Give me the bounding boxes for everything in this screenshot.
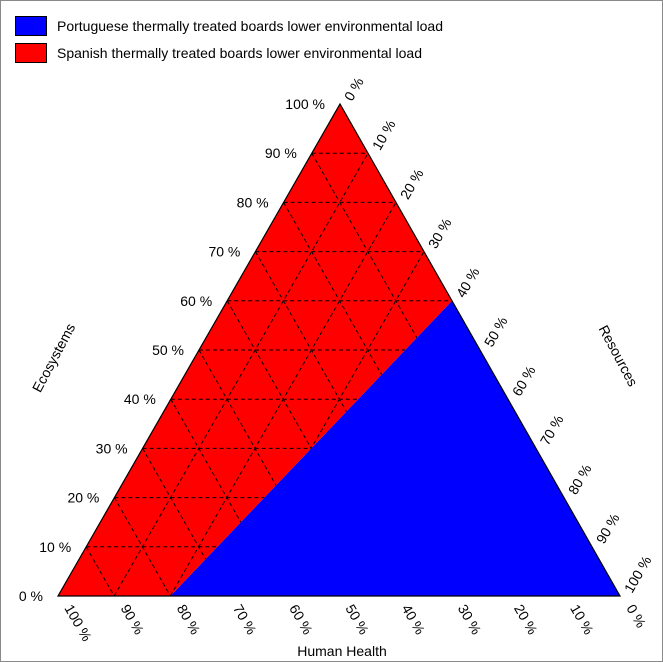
- legend: Portuguese thermally treated boards lowe…: [15, 12, 443, 66]
- resources-tick-100: 100 %: [621, 553, 655, 595]
- human-health-axis-title: Human Health: [297, 643, 387, 659]
- resources-tick-70: 70 %: [537, 412, 567, 448]
- ecosystems-tick-0: 0 %: [19, 588, 43, 604]
- ecosystems-tick-50: 50 %: [152, 342, 184, 358]
- human-health-tick-90: 10 %: [567, 602, 597, 638]
- human-health-tick-10: 90 %: [118, 602, 148, 638]
- region-portuguese: [170, 300, 620, 596]
- ecosystems-tick-20: 20 %: [67, 490, 99, 506]
- legend-item-spanish: Spanish thermally treated boards lower e…: [15, 39, 443, 66]
- human-health-tick-0: 100 %: [61, 602, 95, 644]
- human-health-tick-100: 0 %: [623, 602, 649, 631]
- human-health-tick-60: 40 %: [399, 602, 429, 638]
- ecosystems-tick-70: 70 %: [208, 244, 240, 260]
- resources-tick-0: 0 %: [341, 75, 367, 104]
- ecosystems-tick-100: 100 %: [285, 96, 325, 112]
- legend-label-portuguese: Portuguese thermally treated boards lowe…: [57, 17, 443, 34]
- resources-tick-50: 50 %: [481, 314, 511, 350]
- grid-line-human-health-60: [170, 398, 284, 596]
- grid-line-human-health-50: [198, 349, 340, 596]
- resources-tick-90: 90 %: [593, 511, 623, 547]
- human-health-tick-20: 80 %: [174, 602, 204, 638]
- ecosystems-tick-30: 30 %: [96, 440, 128, 456]
- grid-line-resources-10: [113, 152, 369, 596]
- human-health-tick-30: 70 %: [230, 602, 260, 638]
- legend-label-spanish: Spanish thermally treated boards lower e…: [57, 44, 422, 61]
- grid-line-human-health-80: [113, 497, 171, 596]
- resources-tick-30: 30 %: [425, 215, 455, 251]
- legend-swatch-spanish: [15, 42, 47, 63]
- ecosystems-tick-60: 60 %: [180, 293, 212, 309]
- resources-tick-60: 60 %: [509, 363, 539, 399]
- human-health-tick-70: 30 %: [455, 602, 485, 638]
- human-health-tick-50: 50 %: [342, 602, 372, 638]
- ecosystems-tick-40: 40 %: [124, 391, 156, 407]
- human-health-tick-80: 20 %: [511, 602, 541, 638]
- ecosystems-axis-title: Ecosystems: [29, 321, 79, 395]
- legend-swatch-portuguese: [15, 15, 47, 36]
- ecosystems-tick-10: 10 %: [39, 539, 71, 555]
- resources-tick-40: 40 %: [453, 265, 483, 301]
- human-health-tick-40: 60 %: [286, 602, 316, 638]
- resources-tick-20: 20 %: [397, 166, 427, 202]
- legend-item-portuguese: Portuguese thermally treated boards lowe…: [15, 12, 443, 39]
- ecosystems-tick-80: 80 %: [237, 194, 269, 210]
- resources-axis-title: Resources: [596, 322, 642, 389]
- grid-line-human-health-90: [85, 546, 115, 596]
- triangle-outline: [56, 102, 622, 597]
- resources-tick-10: 10 %: [369, 117, 399, 153]
- ecosystems-tick-90: 90 %: [265, 145, 297, 161]
- resources-tick-80: 80 %: [565, 461, 595, 497]
